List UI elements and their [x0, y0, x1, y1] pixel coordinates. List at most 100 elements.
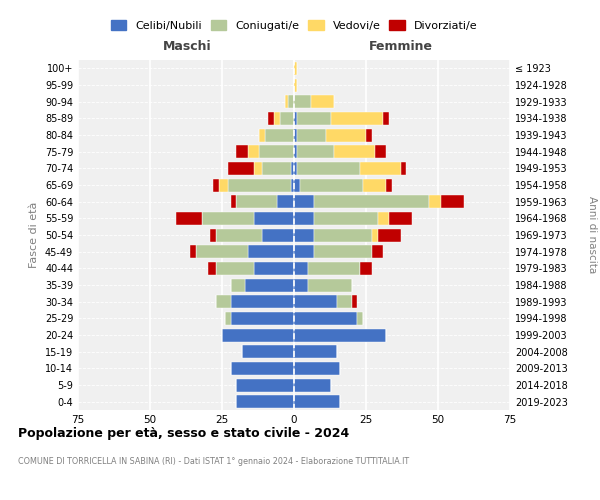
Bar — [297, 162, 360, 175]
Bar — [294, 278, 308, 291]
Bar — [430, 195, 441, 208]
Bar — [314, 195, 430, 208]
Bar — [190, 245, 196, 258]
Bar — [297, 145, 334, 158]
Bar — [300, 178, 363, 192]
Bar — [225, 312, 230, 325]
Text: Femmine: Femmine — [368, 40, 433, 52]
Bar — [268, 112, 274, 125]
Bar — [294, 345, 337, 358]
Bar — [294, 328, 386, 342]
Bar — [202, 212, 254, 225]
Bar — [265, 128, 294, 141]
Text: COMUNE DI TORRICELLA IN SABINA (RI) - Dati ISTAT 1° gennaio 2024 - Elaborazione : COMUNE DI TORRICELLA IN SABINA (RI) - Da… — [18, 458, 409, 466]
Bar — [360, 262, 372, 275]
Bar — [230, 362, 294, 375]
Bar — [262, 228, 294, 241]
Bar — [274, 112, 280, 125]
Bar — [245, 278, 294, 291]
Bar — [294, 178, 300, 192]
Bar — [294, 145, 297, 158]
Bar — [242, 345, 294, 358]
Bar — [236, 395, 294, 408]
Bar — [254, 162, 262, 175]
Bar — [216, 262, 254, 275]
Legend: Celibi/Nubili, Coniugati/e, Vedovi/e, Divorziati/e: Celibi/Nubili, Coniugati/e, Vedovi/e, Di… — [111, 20, 477, 31]
Bar — [294, 378, 331, 392]
Bar — [308, 262, 360, 275]
Bar — [280, 112, 294, 125]
Bar — [294, 128, 297, 141]
Bar — [208, 262, 216, 275]
Bar — [228, 162, 254, 175]
Bar — [352, 295, 358, 308]
Text: Anni di nascita: Anni di nascita — [587, 196, 597, 274]
Bar — [230, 312, 294, 325]
Bar — [176, 212, 202, 225]
Bar — [291, 178, 294, 192]
Bar — [294, 62, 297, 75]
Bar — [372, 245, 383, 258]
Bar — [374, 145, 386, 158]
Bar — [228, 178, 291, 192]
Text: Popolazione per età, sesso e stato civile - 2024: Popolazione per età, sesso e stato civil… — [18, 428, 349, 440]
Text: Maschi: Maschi — [163, 40, 212, 52]
Bar — [377, 228, 401, 241]
Bar — [214, 178, 219, 192]
Bar — [334, 145, 374, 158]
Bar — [294, 312, 358, 325]
Bar — [389, 212, 412, 225]
Bar — [366, 128, 372, 141]
Bar — [291, 162, 294, 175]
Bar — [248, 145, 259, 158]
Bar — [358, 312, 363, 325]
Bar — [288, 95, 294, 108]
Bar — [297, 128, 326, 141]
Bar — [211, 228, 216, 241]
Bar — [377, 212, 389, 225]
Bar — [196, 245, 248, 258]
Bar — [219, 178, 228, 192]
Bar — [254, 212, 294, 225]
Bar — [383, 112, 389, 125]
Bar — [314, 228, 372, 241]
Bar — [294, 295, 337, 308]
Bar — [262, 162, 291, 175]
Bar — [441, 195, 464, 208]
Bar — [294, 362, 340, 375]
Bar — [360, 162, 401, 175]
Bar — [294, 228, 314, 241]
Bar — [230, 278, 245, 291]
Bar — [236, 195, 277, 208]
Bar — [294, 262, 308, 275]
Bar — [294, 78, 297, 92]
Bar — [236, 145, 248, 158]
Bar — [216, 295, 230, 308]
Bar — [286, 95, 288, 108]
Bar — [277, 195, 294, 208]
Bar — [230, 295, 294, 308]
Bar — [216, 228, 262, 241]
Bar — [308, 278, 352, 291]
Bar — [248, 245, 294, 258]
Bar — [236, 378, 294, 392]
Bar — [294, 212, 314, 225]
Bar — [331, 112, 383, 125]
Bar — [230, 195, 236, 208]
Bar — [326, 128, 366, 141]
Y-axis label: Fasce di età: Fasce di età — [29, 202, 39, 268]
Bar — [311, 95, 334, 108]
Bar — [297, 112, 331, 125]
Bar — [254, 262, 294, 275]
Bar — [372, 228, 377, 241]
Bar — [259, 128, 265, 141]
Bar — [337, 295, 352, 308]
Bar — [294, 195, 314, 208]
Bar — [259, 145, 294, 158]
Bar — [294, 395, 340, 408]
Bar — [294, 245, 314, 258]
Bar — [401, 162, 406, 175]
Bar — [314, 245, 372, 258]
Bar — [314, 212, 377, 225]
Bar — [363, 178, 386, 192]
